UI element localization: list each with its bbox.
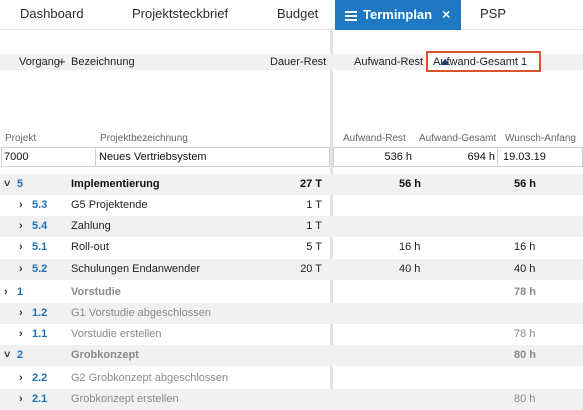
task-number: 1 xyxy=(17,286,24,298)
tab-projektsteckbrief[interactable]: Projektsteckbrief xyxy=(132,0,228,30)
tab-label: PSP xyxy=(480,6,507,21)
tab-bar: Dashboard Projektsteckbrief Budget Termi… xyxy=(0,0,583,30)
task-dauer-rest: 1 T xyxy=(306,199,322,211)
task-dauer-rest: 27 T xyxy=(299,178,322,190)
tab-label: Budget xyxy=(277,6,319,21)
task-dauer-rest: 20 T xyxy=(300,263,322,275)
label-projekt: Projekt xyxy=(5,133,37,144)
task-name: Grobkonzept erstellen xyxy=(71,393,179,405)
expand-chevron-icon[interactable]: › xyxy=(19,263,23,275)
task-name: Zahlung xyxy=(71,220,111,232)
task-aufwand-gesamt: 78 h xyxy=(514,328,536,340)
task-aufwand-rest: 40 h xyxy=(399,263,421,275)
tab-dashboard[interactable]: Dashboard xyxy=(20,0,84,30)
expand-chevron-icon[interactable]: › xyxy=(4,286,8,298)
task-number: 5 xyxy=(17,178,24,190)
tab-label: Projektsteckbrief xyxy=(132,6,229,21)
add-column-icon[interactable]: + xyxy=(58,54,66,69)
task-name: G1 Vorstudie abgeschlossen xyxy=(71,307,212,319)
column-aufwand-gesamt-sorted[interactable]: Aufwand-Gesamt 1 xyxy=(426,51,541,72)
project-wunsch-anfang: 19.03.19 xyxy=(503,151,546,163)
task-aufwand-gesamt: 56 h xyxy=(514,178,537,190)
table-row[interactable]: › 5.2 Schulungen Endanwender 20 T 40 h 4… xyxy=(0,259,583,280)
column-aufwand-rest[interactable]: Aufwand-Rest xyxy=(354,56,424,68)
expand-chevron-icon[interactable]: › xyxy=(19,372,23,384)
table-row[interactable]: › 5.4 Zahlung 1 T xyxy=(0,216,583,237)
task-number: 2.2 xyxy=(32,372,48,384)
project-id: 7000 xyxy=(4,151,29,163)
table-row[interactable]: › 2.1 Grobkonzept erstellen 80 h xyxy=(0,389,583,410)
expand-chevron-icon[interactable]: › xyxy=(19,220,23,232)
table-row[interactable]: › 2.2 G2 Grobkonzept abgeschlossen xyxy=(0,368,583,389)
task-name: Roll-out xyxy=(71,241,109,253)
task-aufwand-gesamt: 80 h xyxy=(514,349,537,361)
task-name: Grobkonzept xyxy=(71,349,139,361)
task-aufwand-gesamt: 16 h xyxy=(514,241,536,253)
column-bezeichnung[interactable]: Bezeichnung xyxy=(71,56,135,68)
table-row[interactable]: ˅ 5 Implementierung 27 T 56 h 56 h xyxy=(0,174,583,195)
expand-chevron-icon[interactable]: › xyxy=(19,241,23,253)
column-vorgang[interactable]: Vorgang xyxy=(19,56,60,68)
project-aufwand-gesamt: 694 h xyxy=(420,148,498,166)
table-row[interactable]: › 1.2 G1 Vorstudie abgeschlossen xyxy=(0,303,583,324)
task-number: 2 xyxy=(17,349,24,361)
task-aufwand-gesamt: 78 h xyxy=(514,286,537,298)
task-name: Schulungen Endanwender xyxy=(71,263,201,275)
task-name: Vorstudie xyxy=(71,286,121,298)
task-aufwand-gesamt: 40 h xyxy=(514,263,536,275)
label-projektbezeichnung: Projektbezeichnung xyxy=(100,133,188,144)
task-number: 5.1 xyxy=(32,241,48,253)
expand-chevron-icon[interactable]: › xyxy=(19,393,23,405)
table-row[interactable]: › 5.1 Roll-out 5 T 16 h 16 h xyxy=(0,237,583,258)
project-row-right[interactable]: 536 h 694 h 19.03.19 xyxy=(333,147,583,167)
task-number: 1.2 xyxy=(32,307,48,319)
tab-psp[interactable]: PSP xyxy=(480,0,506,30)
task-dauer-rest: 5 T xyxy=(306,241,322,253)
column-dauer-rest[interactable]: Dauer-Rest xyxy=(270,56,327,68)
task-dauer-rest: 1 T xyxy=(306,220,322,232)
collapse-chevron-icon[interactable]: ˅ xyxy=(4,349,11,361)
expand-chevron-icon[interactable]: › xyxy=(19,328,23,340)
project-aufwand-rest: 536 h xyxy=(384,151,412,163)
expand-chevron-icon[interactable]: › xyxy=(19,307,23,319)
expand-chevron-icon[interactable]: › xyxy=(19,199,23,211)
project-name: Neues Vertriebsystem xyxy=(95,148,207,166)
collapse-chevron-icon[interactable]: ˅ xyxy=(4,178,11,190)
task-name: Vorstudie erstellen xyxy=(71,328,162,340)
task-name: G2 Grobkonzept abgeschlossen xyxy=(71,372,229,384)
task-aufwand-gesamt: 80 h xyxy=(514,393,536,405)
table-row[interactable]: › 5.3 G5 Projektende 1 T xyxy=(0,195,583,216)
tab-terminplan[interactable]: Terminplan × xyxy=(335,0,461,30)
tab-label: Terminplan xyxy=(363,7,433,22)
task-number: 5.3 xyxy=(32,199,48,211)
sort-index: 1 xyxy=(521,56,528,68)
table-row[interactable]: › 1 Vorstudie 78 h xyxy=(0,282,583,303)
task-number: 1.1 xyxy=(32,328,48,340)
close-icon[interactable]: × xyxy=(442,6,451,22)
task-aufwand-rest: 56 h xyxy=(399,178,422,190)
tab-budget[interactable]: Budget xyxy=(277,0,318,30)
task-number: 5.2 xyxy=(32,263,48,275)
task-number: 2.1 xyxy=(32,393,48,405)
tab-label: Dashboard xyxy=(20,6,84,21)
label-aufwand-gesamt: Aufwand-Gesamt xyxy=(419,133,497,144)
sort-ascending-icon xyxy=(440,59,450,65)
table-row[interactable]: › 1.1 Vorstudie erstellen 78 h xyxy=(0,324,583,345)
table-row[interactable]: ˅ 2 Grobkonzept 80 h xyxy=(0,345,583,366)
project-row-left[interactable]: 7000 Neues Vertriebsystem xyxy=(1,147,330,167)
hamburger-menu-icon[interactable] xyxy=(345,9,357,23)
task-aufwand-rest: 16 h xyxy=(399,241,421,253)
label-aufwand-rest: Aufwand-Rest xyxy=(343,133,406,144)
task-number: 5.4 xyxy=(32,220,48,232)
task-name: Implementierung xyxy=(71,178,160,190)
label-wunsch-anfang: Wunsch-Anfang xyxy=(505,133,576,144)
task-name: G5 Projektende xyxy=(71,199,148,211)
column-aufwand-gesamt: Aufwand-Gesamt xyxy=(433,56,518,68)
